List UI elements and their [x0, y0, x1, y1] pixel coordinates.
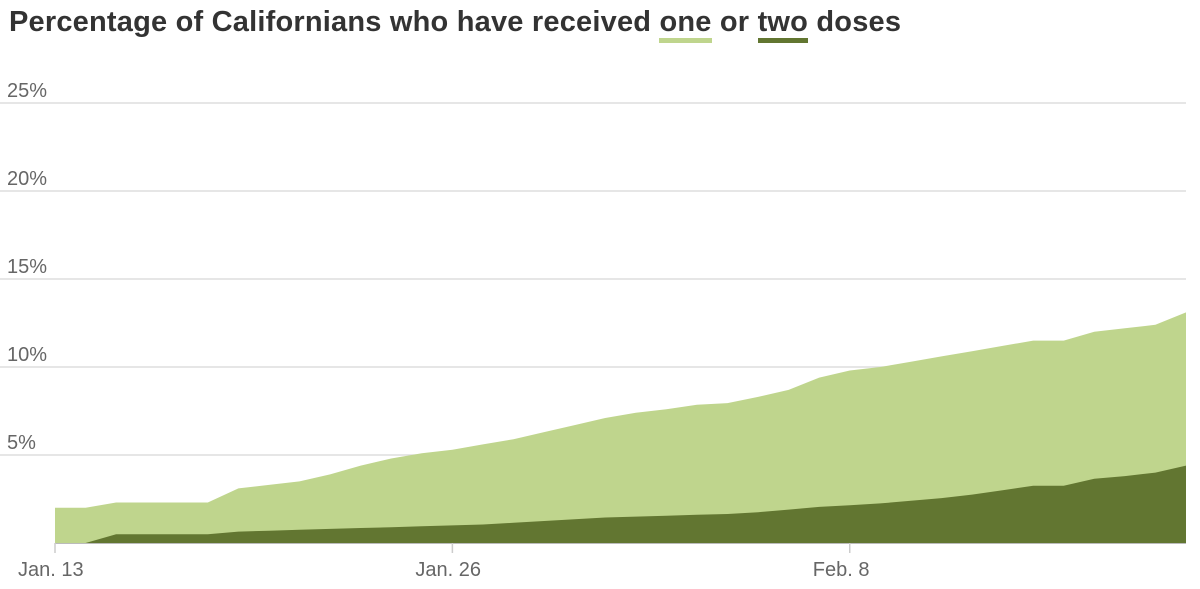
- axes: 5% 10% 15% 20% 25% Jan. 13 Jan. 26 Feb. 8: [7, 80, 1186, 581]
- chart-title: Percentage of Californians who have rece…: [9, 6, 901, 43]
- x-tick-label: Jan. 26: [415, 559, 481, 581]
- title-prefix: Percentage of Californians who have rece…: [9, 6, 652, 38]
- y-tick-label: 25%: [7, 80, 47, 102]
- x-tick-label: Jan. 13: [18, 559, 84, 581]
- area-series-one: [55, 312, 1186, 543]
- legend-key-two: two: [757, 8, 809, 43]
- y-tick-label: 10%: [7, 344, 47, 366]
- area-series-two: [55, 465, 1186, 543]
- legend-key-one: one: [659, 8, 712, 43]
- x-tick-label: Feb. 8: [813, 559, 870, 581]
- title-suffix: doses: [816, 6, 902, 38]
- area-series-group: [55, 312, 1186, 543]
- y-tick-label: 5%: [7, 432, 36, 454]
- y-tick-label: 20%: [7, 168, 47, 190]
- y-tick-label: 15%: [7, 256, 47, 278]
- title-middle: or: [719, 6, 750, 38]
